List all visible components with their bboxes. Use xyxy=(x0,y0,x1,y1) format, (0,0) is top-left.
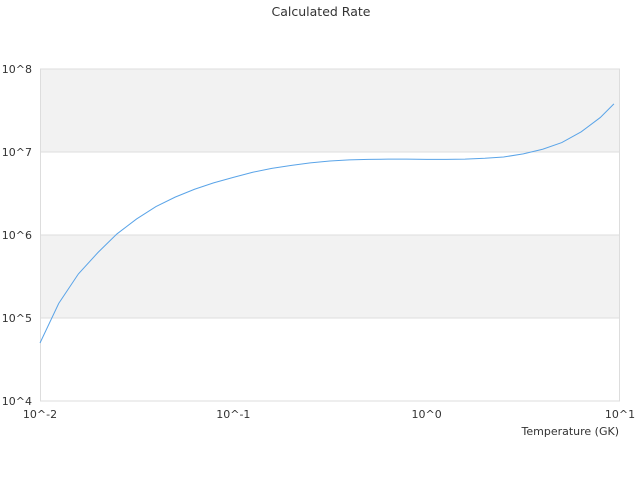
chart-title: Calculated Rate xyxy=(272,4,371,19)
x-axis-title: Temperature (GK) xyxy=(521,425,620,438)
y-tick-label: 10^5 xyxy=(2,312,32,325)
y-tick-label: 10^6 xyxy=(2,229,32,242)
x-tick-labels: 10^-2 10^-1 10^0 10^1 xyxy=(23,408,635,421)
x-tick-label: 10^-2 xyxy=(23,408,57,421)
plot-band xyxy=(40,235,620,318)
gridlines xyxy=(40,68,620,402)
x-tick-label: 10^1 xyxy=(605,408,635,421)
x-tick-label: 10^0 xyxy=(412,408,442,421)
y-tick-label: 10^8 xyxy=(2,63,32,76)
plot-background-bands xyxy=(40,69,620,318)
y-tick-label: 10^7 xyxy=(2,146,32,159)
x-tick-label: 10^-1 xyxy=(216,408,250,421)
series-line-0 xyxy=(39,103,615,344)
y-tick-label: 10^4 xyxy=(2,395,32,408)
series-layer xyxy=(39,103,615,344)
plot-band xyxy=(40,69,620,152)
y-tick-labels: 10^4 10^5 10^6 10^7 10^8 xyxy=(2,63,32,408)
